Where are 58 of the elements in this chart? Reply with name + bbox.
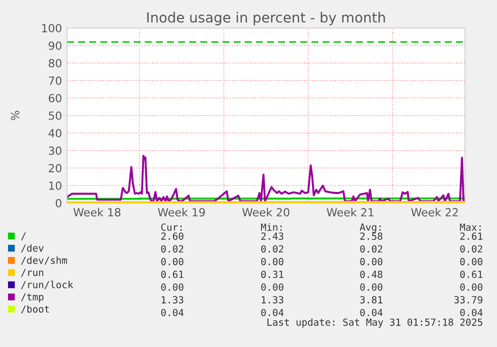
legend-label: /tmp <box>21 293 44 302</box>
y-tick-label: 90 <box>48 41 62 50</box>
y-tick-label: 10 <box>49 181 62 190</box>
x-tick-label: Week 20 <box>242 208 290 216</box>
text: Avg: <box>360 224 381 233</box>
y-axis-title: % <box>10 110 20 120</box>
text: 0.00 <box>261 258 284 266</box>
y-tick-label: 40 <box>48 128 62 138</box>
text: 0.04 <box>460 308 483 316</box>
text: 0.00 <box>161 258 184 266</box>
text: 0.02 <box>161 245 184 253</box>
text: 0.02 <box>360 245 382 253</box>
text: Cur: <box>161 223 182 231</box>
text: 2.61 <box>460 232 482 240</box>
y-tick-label: 50 <box>48 111 62 120</box>
x-tick-label: Week 21 <box>326 208 374 216</box>
text: 0.04 <box>161 308 184 316</box>
y-tick-label: 30 <box>48 146 62 155</box>
y-tick-label: 80 <box>48 58 62 68</box>
legend-label: / <box>21 232 26 240</box>
text: 0.02 <box>460 245 482 253</box>
text: 0.00 <box>360 283 382 291</box>
legend-label: /boot <box>21 305 49 314</box>
legend-label: /run/lock <box>21 280 74 290</box>
text: 0.00 <box>261 283 284 291</box>
x-tick-label: Week 22 <box>411 208 458 216</box>
text: Max: <box>460 224 481 231</box>
chart-title: Inode usage in percent - by month <box>147 12 385 26</box>
text: 0.04 <box>360 308 383 316</box>
x-tick-label: Week 18 <box>73 208 120 216</box>
legend-label: /dev <box>21 244 44 253</box>
text: 2.43 <box>261 232 284 240</box>
x-tick-label: Week 19 <box>158 208 205 216</box>
text: 3.81 <box>360 296 382 304</box>
text: 0.00 <box>460 283 482 291</box>
text: 0.48 <box>360 270 382 278</box>
text: 0.61 <box>460 270 482 278</box>
text: 33.79 <box>454 296 482 304</box>
text: 0.04 <box>261 308 284 316</box>
text: 0.00 <box>360 258 382 266</box>
y-tick-label: 20 <box>48 164 62 172</box>
legend-label: /run <box>21 268 44 277</box>
legend-label: /dev/shm <box>21 256 67 265</box>
text: 1.33 <box>162 296 184 304</box>
y-tick-label: 100 <box>42 24 62 32</box>
text: 0.00 <box>161 283 184 291</box>
text: 2.60 <box>161 232 184 240</box>
text: Last update: Sat May 31 01:57:18 2025 <box>267 318 482 328</box>
y-tick-label: 60 <box>48 94 62 102</box>
y-tick-label: 70 <box>48 76 62 85</box>
text: 0.02 <box>261 245 284 253</box>
text: 2.58 <box>360 232 382 240</box>
text: 0.00 <box>460 258 482 266</box>
y-tick-label: 0 <box>56 198 62 208</box>
text: Min: <box>260 223 282 231</box>
text: 0.61 <box>161 270 184 278</box>
text: 0.31 <box>261 270 284 278</box>
text: 1.33 <box>262 296 284 304</box>
